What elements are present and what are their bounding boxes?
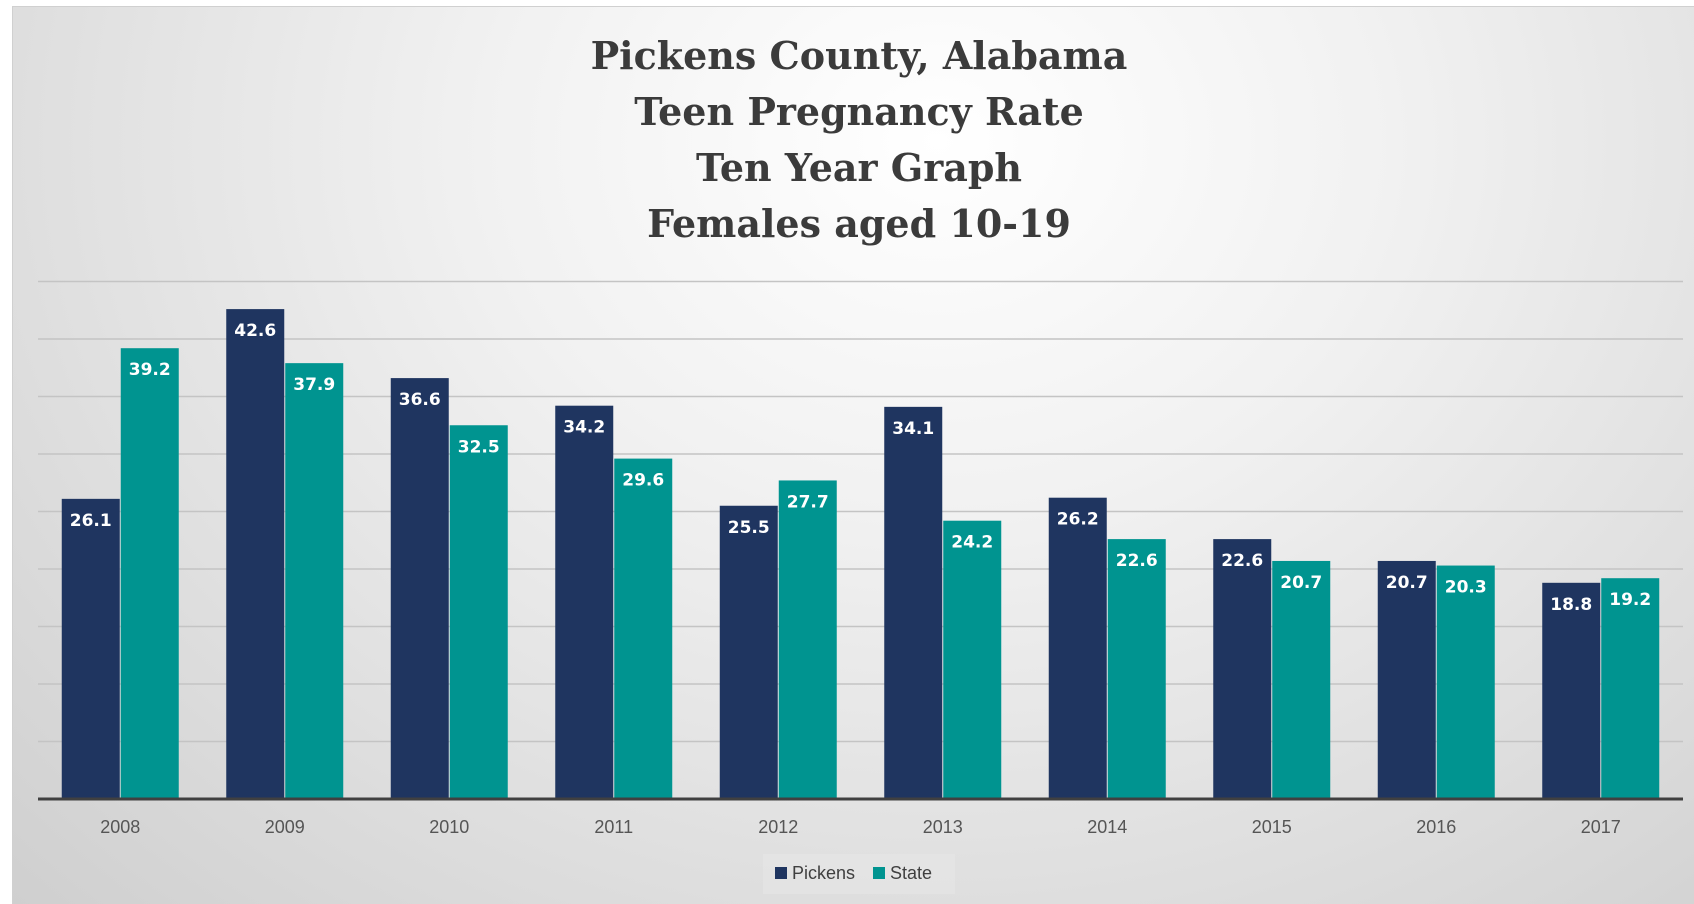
bar-pickens-2014 bbox=[1048, 497, 1107, 799]
x-tick-label-2009: 2009 bbox=[265, 817, 305, 837]
x-tick-label-2011: 2011 bbox=[594, 817, 633, 837]
bar-pickens-2011 bbox=[555, 405, 614, 799]
data-label-state-2016: 20.3 bbox=[1445, 578, 1487, 598]
legend-label-pickens: Pickens bbox=[792, 863, 855, 883]
legend: Pickens State bbox=[763, 854, 955, 894]
x-tick-label-2016: 2016 bbox=[1416, 817, 1456, 837]
legend-swatch-state bbox=[873, 867, 885, 879]
data-label-pickens-2009: 42.6 bbox=[234, 321, 276, 341]
x-tick-label-2017: 2017 bbox=[1581, 817, 1621, 837]
bar-state-2013 bbox=[943, 520, 1002, 799]
chart-title-line: Teen Pregnancy Rate bbox=[634, 89, 1084, 134]
gridlines bbox=[38, 280, 1683, 743]
data-label-pickens-2015: 22.6 bbox=[1221, 551, 1263, 571]
data-label-pickens-2013: 34.1 bbox=[892, 419, 934, 439]
chart-title-line: Pickens County, Alabama bbox=[591, 33, 1128, 78]
data-labels: 26.1 39.2 42.6 37.9 36.6 32.5 34.2 29.6 25.5 27.7… bbox=[70, 321, 1651, 615]
x-tick-label-2010: 2010 bbox=[429, 817, 469, 837]
data-label-pickens-2011: 34.2 bbox=[563, 418, 605, 438]
legend-background bbox=[763, 854, 955, 894]
bar-state-2015 bbox=[1272, 560, 1331, 799]
bar-pickens-2016 bbox=[1377, 560, 1436, 799]
x-tick-label-2008: 2008 bbox=[100, 817, 140, 837]
x-axis-tick-labels: 2008 2009 2010 2011 2012 2013 2014 2015 2016 2017 bbox=[100, 817, 1621, 837]
bar-state-2014 bbox=[1107, 539, 1166, 799]
x-tick-label-2015: 2015 bbox=[1252, 817, 1292, 837]
bar-pickens-2009 bbox=[226, 309, 285, 799]
data-label-state-2012: 27.7 bbox=[787, 492, 829, 512]
bar-state-2017 bbox=[1601, 578, 1660, 799]
bar-state-2010 bbox=[449, 425, 508, 799]
data-label-state-2017: 19.2 bbox=[1609, 590, 1651, 610]
data-label-pickens-2016: 20.7 bbox=[1386, 573, 1428, 593]
data-label-state-2011: 29.6 bbox=[622, 471, 664, 491]
bar-pickens-2017 bbox=[1542, 582, 1601, 799]
data-label-state-2014: 22.6 bbox=[1116, 551, 1158, 571]
bar-pickens-2012 bbox=[719, 505, 778, 799]
x-tick-label-2012: 2012 bbox=[758, 817, 798, 837]
chart-title-line: Females aged 10-19 bbox=[647, 201, 1071, 246]
data-label-state-2015: 20.7 bbox=[1280, 573, 1322, 593]
bar-pickens-2010 bbox=[390, 378, 449, 799]
chart-frame: Pickens County, Alabama Teen Pregnancy Ra… bbox=[12, 6, 1694, 904]
bar-state-2011 bbox=[614, 458, 673, 799]
bar-chart: Pickens County, Alabama Teen Pregnancy Ra… bbox=[38, 33, 1683, 894]
data-label-pickens-2014: 26.2 bbox=[1057, 510, 1099, 530]
bar-state-2008 bbox=[120, 348, 179, 799]
chart-title-line: Ten Year Graph bbox=[696, 145, 1022, 190]
data-label-pickens-2010: 36.6 bbox=[399, 390, 441, 410]
data-label-pickens-2012: 25.5 bbox=[728, 518, 770, 538]
bar-state-2016 bbox=[1436, 565, 1495, 799]
legend-swatch-pickens bbox=[775, 867, 787, 879]
bar-pickens-2015 bbox=[1213, 539, 1272, 799]
data-label-pickens-2017: 18.8 bbox=[1550, 595, 1592, 615]
bar-pickens-2008 bbox=[61, 498, 120, 799]
bars bbox=[61, 309, 1660, 799]
bar-state-2009 bbox=[285, 363, 344, 799]
data-label-state-2009: 37.9 bbox=[293, 375, 335, 395]
data-label-state-2008: 39.2 bbox=[129, 360, 171, 380]
chart-title: Pickens County, Alabama Teen Pregnancy Ra… bbox=[591, 33, 1128, 246]
x-tick-label-2014: 2014 bbox=[1087, 817, 1127, 837]
legend-label-state: State bbox=[890, 863, 932, 883]
x-tick-label-2013: 2013 bbox=[923, 817, 963, 837]
data-label-pickens-2008: 26.1 bbox=[70, 511, 112, 531]
bar-pickens-2013 bbox=[884, 406, 943, 799]
data-label-state-2010: 32.5 bbox=[458, 437, 500, 457]
bar-state-2012 bbox=[778, 480, 837, 799]
data-label-state-2013: 24.2 bbox=[951, 533, 993, 553]
